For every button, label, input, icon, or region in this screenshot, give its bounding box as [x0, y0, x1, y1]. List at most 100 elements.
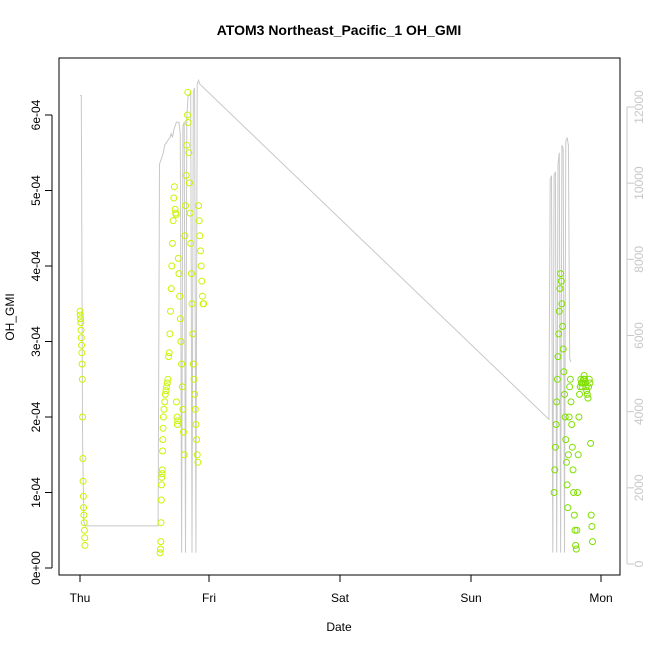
data-point: [178, 360, 186, 368]
data-point: [568, 443, 576, 451]
data-point: [576, 390, 583, 398]
data-point: [585, 375, 593, 383]
data-point: [184, 88, 192, 96]
y-tick-label: 2e-04: [29, 401, 43, 432]
data-point: [186, 209, 194, 217]
data-point: [566, 375, 574, 383]
data-point: [564, 504, 572, 512]
data-point: [191, 405, 199, 413]
data-point: [557, 277, 565, 285]
data-point: [571, 526, 579, 534]
points-layer: [76, 88, 596, 557]
data-point: [161, 390, 169, 398]
right-y-tick-label: 8000: [632, 246, 646, 273]
data-point: [158, 481, 165, 489]
y-tick-label: 4e-04: [29, 250, 43, 281]
data-point: [555, 330, 563, 338]
data-point: [581, 375, 589, 383]
data-point: [80, 511, 88, 519]
data-point: [178, 383, 186, 391]
data-point: [558, 300, 566, 308]
data-point: [164, 375, 172, 383]
data-point: [555, 307, 563, 315]
data-point: [196, 232, 204, 240]
y-axis-label: OH_GMI: [3, 293, 17, 340]
data-point: [570, 511, 578, 519]
y-axis: 0e+00 1e-04 2e-04 3e-04 4e-04 5e-04 6e-04: [29, 99, 53, 585]
data-point: [560, 368, 568, 376]
data-point: [79, 477, 87, 485]
data-point: [172, 398, 180, 406]
data-point: [583, 390, 591, 398]
y-tick-label: 0e+00: [29, 551, 43, 585]
data-point: [561, 390, 568, 398]
data-point: [182, 171, 190, 179]
plot-box: [58, 57, 621, 576]
data-point: [567, 398, 575, 406]
data-point: [184, 111, 191, 119]
x-tick-label: Sun: [460, 591, 481, 605]
data-point: [167, 307, 174, 315]
data-point: [80, 519, 88, 527]
x-tick-label: Fri: [202, 591, 216, 605]
data-point: [157, 538, 165, 546]
data-point: [582, 383, 590, 391]
data-point: [585, 383, 593, 391]
data-point: [77, 315, 84, 323]
data-point: [191, 390, 199, 398]
data-point: [559, 322, 567, 330]
right-y-tick-label: 0: [632, 560, 646, 567]
data-point: [563, 481, 571, 489]
data-point: [583, 387, 591, 395]
data-point: [180, 428, 187, 436]
data-point: [169, 217, 177, 225]
data-point: [195, 202, 202, 210]
data-point: [198, 292, 206, 300]
data-point: [197, 247, 204, 255]
data-point: [166, 330, 174, 338]
data-point: [572, 545, 580, 553]
data-point: [81, 541, 89, 549]
data-point: [79, 413, 87, 421]
data-point: [588, 523, 596, 530]
data-point: [552, 421, 560, 428]
data-point: [559, 345, 567, 353]
data-point: [78, 341, 86, 349]
data-point: [177, 338, 185, 345]
x-axis-label: Date: [326, 620, 352, 634]
data-point: [179, 405, 187, 413]
data-point: [570, 489, 578, 496]
data-point: [79, 455, 87, 462]
data-point: [587, 511, 595, 519]
data-point: [167, 285, 175, 293]
altitude-line: [80, 78, 572, 553]
data-point: [189, 330, 197, 338]
data-point: [198, 277, 206, 285]
data-point: [553, 375, 561, 383]
data-point: [192, 421, 200, 428]
data-point: [157, 496, 165, 504]
data-point: [194, 458, 202, 466]
y-tick-label: 1e-04: [29, 477, 43, 508]
chart-title: ATOM3 Northeast_Pacific_1 OH_GMI: [217, 22, 462, 38]
data-point: [163, 383, 171, 391]
data-point: [553, 398, 561, 406]
x-tick-label: Sat: [331, 591, 350, 605]
data-point: [190, 375, 198, 383]
data-point: [77, 326, 85, 334]
data-point: [170, 194, 178, 202]
data-point: [561, 413, 569, 421]
right-y-tick-label: 4000: [632, 398, 646, 425]
data-point: [77, 319, 85, 327]
data-point: [175, 270, 183, 278]
data-point: [80, 526, 88, 534]
data-point: [193, 451, 201, 459]
data-point: [156, 549, 164, 557]
data-point: [554, 353, 562, 361]
data-point: [173, 413, 181, 421]
data-point: [176, 292, 184, 300]
data-point: [572, 541, 580, 549]
data-point: [157, 519, 165, 527]
data-point: [158, 473, 166, 481]
data-point: [185, 179, 193, 187]
